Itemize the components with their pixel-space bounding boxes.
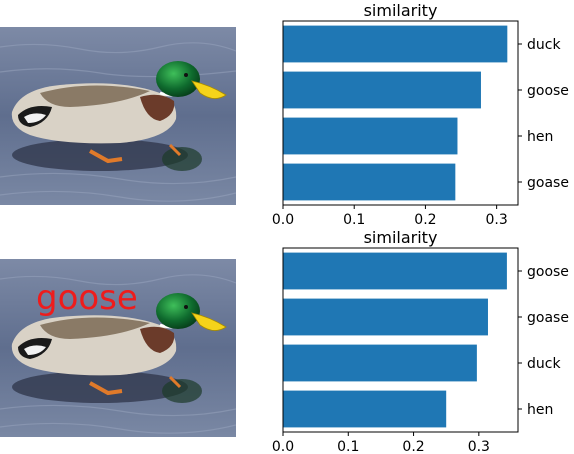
x-tick-label: 0.1 <box>337 439 359 454</box>
bar-goase <box>283 298 488 336</box>
x-tick-label: 0.3 <box>486 212 508 228</box>
similarity-chart-2: similarity goose goase duck hen 0.0 0.1 0.2 0.3 <box>272 228 569 454</box>
duck-photo <box>0 27 236 205</box>
y-tick-label: hen <box>527 402 553 418</box>
duck-photo-labeled: goose <box>0 259 236 437</box>
bar-goase <box>283 163 456 201</box>
y-tick-label: hen <box>527 129 553 145</box>
x-tick-label: 0.2 <box>414 212 436 228</box>
x-tick-label: 0.3 <box>468 439 490 454</box>
x-tick-label: 0.1 <box>343 212 365 228</box>
bar-hen <box>283 117 458 155</box>
bar-goose <box>283 252 507 290</box>
plot-frame <box>282 247 519 433</box>
bar-hen <box>283 390 447 428</box>
chart-title: similarity <box>364 228 438 247</box>
x-tick-label: 0.2 <box>402 439 424 454</box>
x-tick-label: 0.0 <box>272 212 294 228</box>
x-tick-label: 0.0 <box>272 439 294 454</box>
duck-image-labeled <box>0 259 236 437</box>
chart-2: similarity goose goase duck hen 0.0 0.1 0.2 0.3 <box>236 227 574 454</box>
bar-goose <box>283 71 481 109</box>
plot-frame <box>282 20 519 206</box>
similarity-chart-1: similarity duck goose hen goase 0.0 0.1 0.2 0.3 <box>272 1 569 228</box>
bar-duck <box>283 344 477 382</box>
panel-labeled: goose similarity goose goase duck hen 0.0 0.1 0… <box>0 227 574 454</box>
y-tick-label: goase <box>527 310 569 326</box>
bar-duck <box>283 25 508 63</box>
y-tick-label: goose <box>527 264 569 280</box>
chart-1: similarity duck goose hen goase 0.0 0.1 0.2 0.3 <box>236 0 574 228</box>
photo-overlay-label-goose: goose <box>36 278 138 318</box>
y-tick-label: duck <box>527 356 561 372</box>
chart-title: similarity <box>364 1 438 20</box>
panel-original: similarity duck goose hen goase 0.0 0.1 0.2 0.3 <box>0 0 574 228</box>
y-tick-label: goose <box>527 83 569 99</box>
y-tick-label: duck <box>527 37 561 53</box>
y-tick-label: goase <box>527 175 569 191</box>
duck-image <box>0 27 236 205</box>
